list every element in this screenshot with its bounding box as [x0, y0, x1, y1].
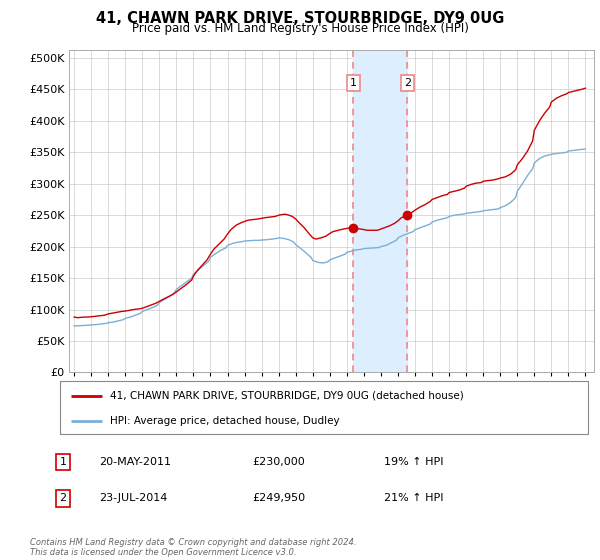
Text: 2: 2 — [59, 493, 67, 503]
FancyBboxPatch shape — [60, 381, 588, 434]
Text: 1: 1 — [350, 78, 357, 88]
Text: 1: 1 — [59, 457, 67, 467]
Text: 41, CHAWN PARK DRIVE, STOURBRIDGE, DY9 0UG (detached house): 41, CHAWN PARK DRIVE, STOURBRIDGE, DY9 0… — [110, 391, 464, 401]
Text: £249,950: £249,950 — [252, 493, 305, 503]
Text: 19% ↑ HPI: 19% ↑ HPI — [384, 457, 443, 467]
Text: 2: 2 — [404, 78, 411, 88]
Text: 20-MAY-2011: 20-MAY-2011 — [99, 457, 171, 467]
Text: Price paid vs. HM Land Registry's House Price Index (HPI): Price paid vs. HM Land Registry's House … — [131, 22, 469, 35]
Text: 21% ↑ HPI: 21% ↑ HPI — [384, 493, 443, 503]
Bar — [353, 50, 407, 372]
Text: Contains HM Land Registry data © Crown copyright and database right 2024.
This d: Contains HM Land Registry data © Crown c… — [30, 538, 356, 557]
Text: 41, CHAWN PARK DRIVE, STOURBRIDGE, DY9 0UG: 41, CHAWN PARK DRIVE, STOURBRIDGE, DY9 0… — [96, 11, 504, 26]
Text: £230,000: £230,000 — [252, 457, 305, 467]
Text: 23-JUL-2014: 23-JUL-2014 — [99, 493, 167, 503]
Text: HPI: Average price, detached house, Dudley: HPI: Average price, detached house, Dudl… — [110, 416, 340, 426]
